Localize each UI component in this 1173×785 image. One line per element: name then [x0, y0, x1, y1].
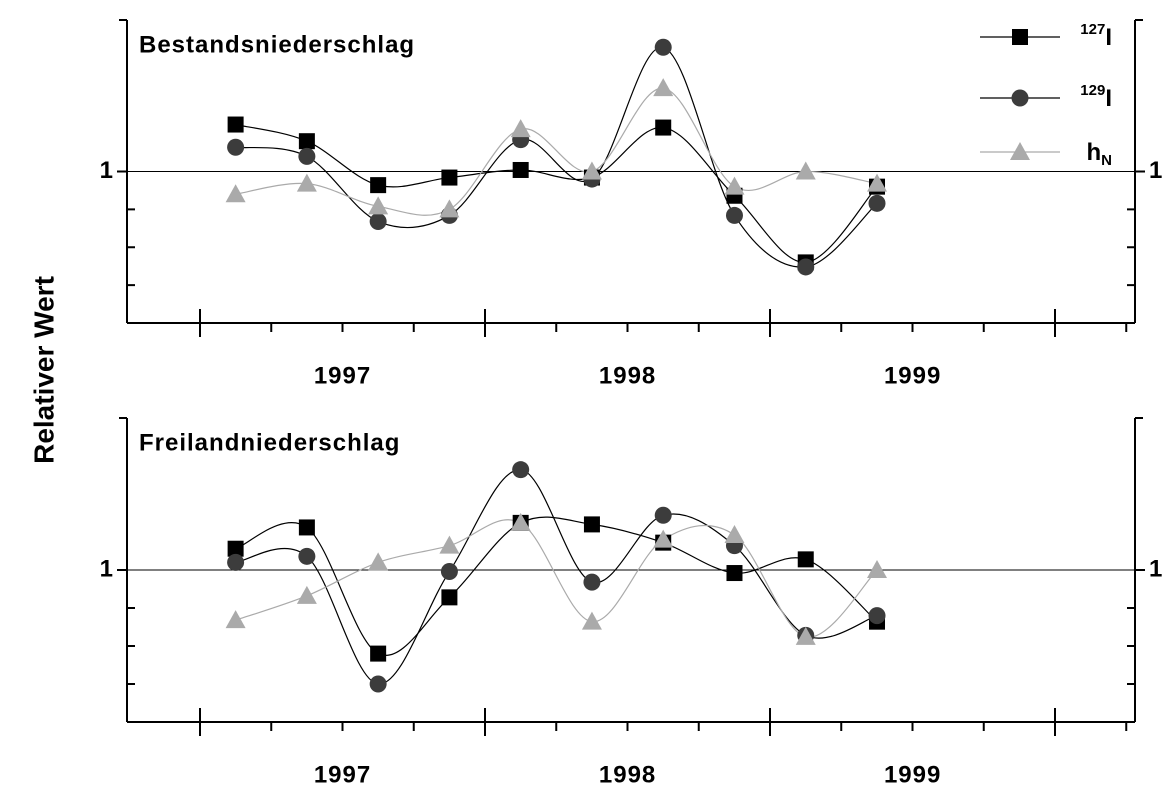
marker-triangle — [225, 610, 246, 629]
marker-square — [441, 589, 458, 606]
marker-circle — [1011, 89, 1029, 107]
series-line — [235, 87, 878, 216]
marker-triangle — [296, 173, 317, 192]
marker-triangle — [653, 529, 674, 548]
panel-title: Freilandniederschlag — [139, 429, 400, 456]
marker-square — [512, 161, 529, 178]
y-tick-label: 1 — [100, 555, 113, 582]
marker-circle — [725, 206, 743, 224]
x-tick-label: 1998 — [599, 362, 656, 389]
x-tick-label: 1997 — [314, 362, 371, 389]
marker-square — [726, 565, 743, 582]
marker-circle — [654, 506, 672, 524]
marker-circle — [369, 675, 387, 693]
marker-circle — [868, 194, 886, 212]
legend-label: 129I — [1080, 82, 1112, 112]
legend-label: 127I — [1080, 21, 1112, 51]
marker-square — [370, 645, 387, 662]
marker-square — [441, 169, 458, 186]
marker-square — [655, 119, 672, 136]
marker-circle — [298, 147, 316, 165]
marker-triangle — [439, 199, 460, 218]
marker-circle — [868, 607, 886, 625]
marker-square — [370, 177, 387, 194]
marker-triangle — [867, 173, 888, 192]
y-tick-label-right: 1 — [1149, 157, 1162, 184]
marker-triangle — [795, 626, 816, 645]
marker-triangle — [1010, 142, 1030, 160]
panel-title: Bestandsniederschlag — [139, 31, 415, 58]
marker-square — [227, 540, 244, 557]
marker-triangle — [510, 119, 531, 138]
marker-triangle — [225, 184, 246, 203]
series-line — [235, 469, 878, 685]
marker-square — [1012, 29, 1028, 45]
x-tick-label: 1997 — [314, 761, 371, 785]
marker-triangle — [653, 78, 674, 97]
series-line — [235, 123, 878, 264]
marker-triangle — [368, 196, 389, 215]
marker-circle — [227, 553, 245, 571]
y-axis-label: Relativer Wert — [28, 276, 59, 464]
marker-triangle — [510, 512, 531, 531]
marker-circle — [583, 573, 601, 591]
marker-square — [583, 516, 600, 533]
marker-triangle — [439, 535, 460, 554]
x-tick-label: 1999 — [884, 761, 941, 785]
y-tick-label: 1 — [100, 157, 113, 184]
marker-circle — [227, 138, 245, 156]
marker-triangle — [368, 552, 389, 571]
marker-square — [227, 116, 244, 133]
marker-circle — [298, 547, 316, 565]
legend-label: hN — [1086, 139, 1112, 169]
marker-square — [797, 551, 814, 568]
marker-circle — [797, 258, 815, 276]
marker-triangle — [724, 525, 745, 544]
marker-square — [298, 519, 315, 536]
marker-triangle — [867, 560, 888, 578]
series-line — [235, 519, 878, 638]
marker-triangle — [296, 585, 317, 604]
marker-triangle — [724, 176, 745, 195]
marker-circle — [440, 563, 458, 581]
marker-triangle — [581, 611, 602, 630]
marker-circle — [654, 38, 672, 56]
marker-circle — [512, 461, 530, 479]
marker-triangle — [581, 161, 602, 180]
series-line — [235, 516, 878, 657]
x-tick-label: 1999 — [884, 362, 941, 389]
x-tick-label: 1998 — [599, 761, 656, 785]
y-tick-label-right: 1 — [1149, 555, 1162, 582]
marker-triangle — [795, 161, 816, 180]
marker-circle — [369, 212, 387, 230]
marker-square — [298, 133, 315, 150]
